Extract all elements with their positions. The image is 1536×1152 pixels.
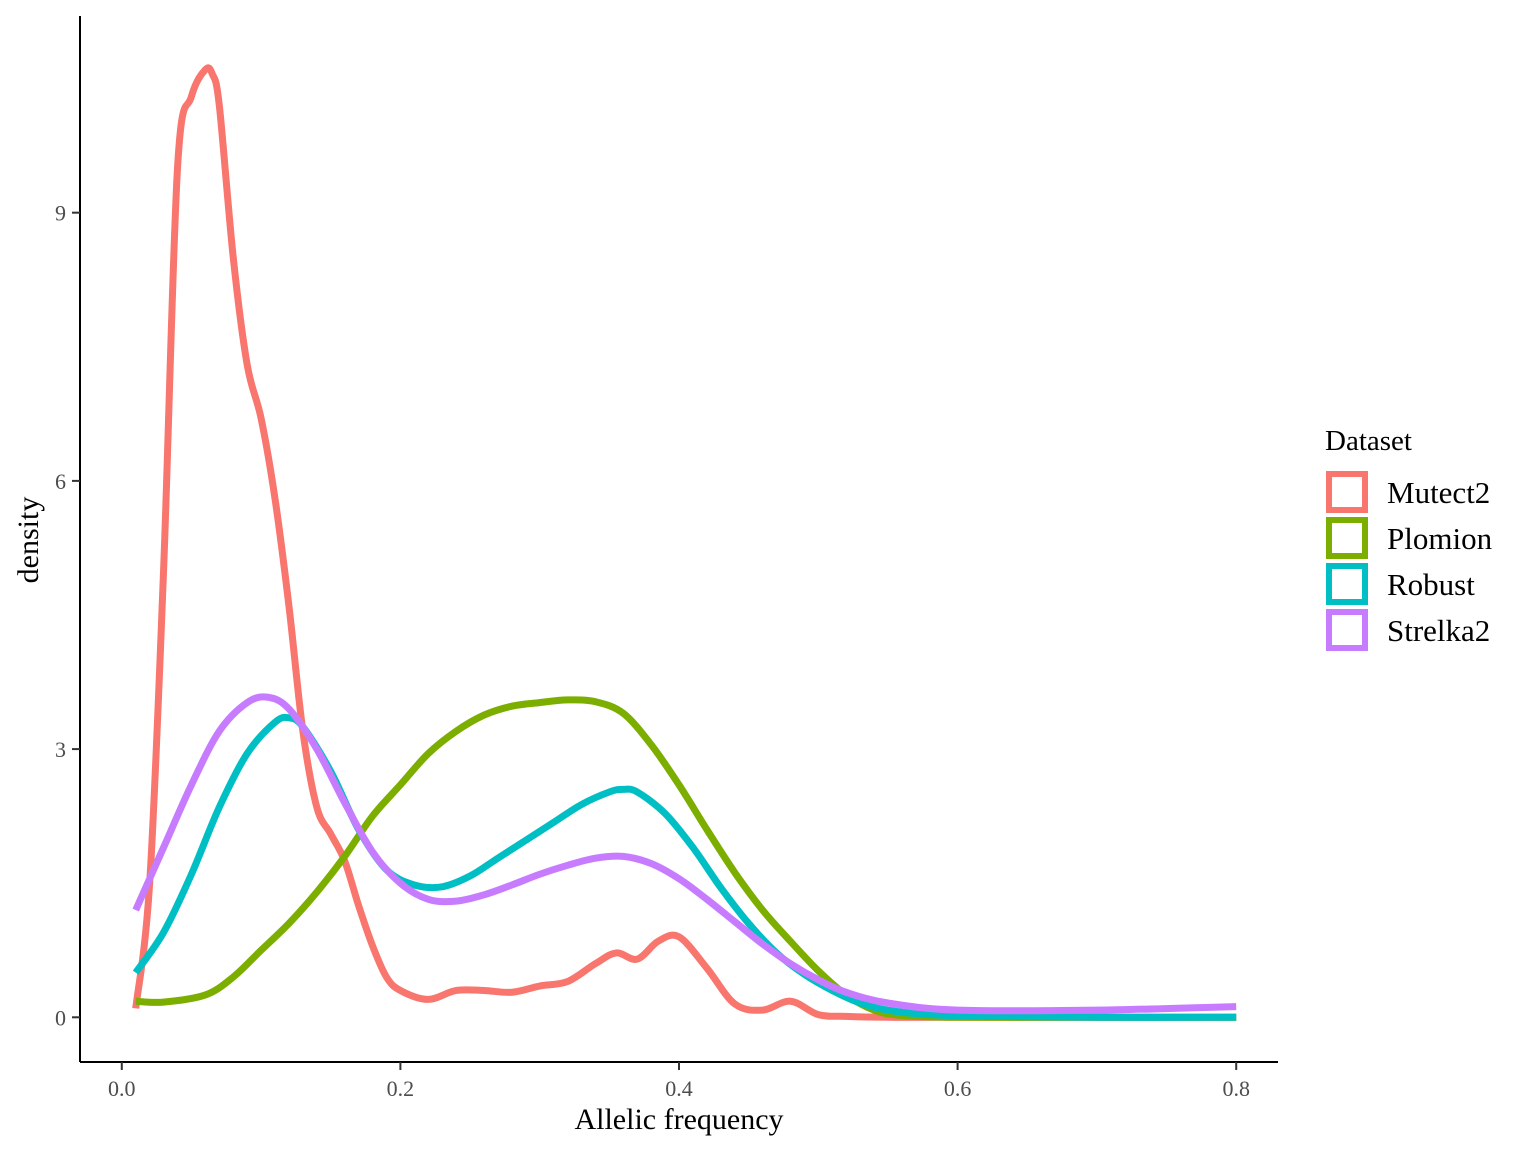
legend-key-strelka2 xyxy=(1326,609,1368,651)
series-line-strelka2 xyxy=(132,693,1237,1015)
legend-label-mutect2: Mutect2 xyxy=(1387,475,1490,510)
series-line-robust xyxy=(132,713,1237,1021)
series-line-plomion xyxy=(135,696,1237,1021)
y-tick-label: 9 xyxy=(55,201,66,226)
y-ticks: 0 3 6 9 xyxy=(55,201,80,1030)
legend-item-mutect2: Mutect2 xyxy=(1326,471,1490,513)
x-tick-label: 0.6 xyxy=(944,1076,972,1101)
x-tick-label: 0.8 xyxy=(1222,1076,1250,1101)
legend-label-strelka2: Strelka2 xyxy=(1387,613,1490,648)
legend-item-plomion: Plomion xyxy=(1326,517,1493,559)
legend-key-mutect2 xyxy=(1326,471,1368,513)
x-tick-label: 0.0 xyxy=(108,1076,136,1101)
y-tick-label: 6 xyxy=(55,469,66,494)
x-axis-title: Allelic frequency xyxy=(574,1103,783,1136)
legend-item-strelka2: Strelka2 xyxy=(1326,609,1490,651)
y-tick-label: 3 xyxy=(55,737,66,762)
legend-title: Dataset xyxy=(1325,425,1412,457)
legend-item-robust: Robust xyxy=(1326,563,1475,605)
legend-label-robust: Robust xyxy=(1387,567,1475,602)
y-tick-label: 0 xyxy=(55,1005,66,1030)
legend: Dataset Mutect2 Plomion Robust Strelka2 xyxy=(1325,425,1493,651)
x-ticks: 0.0 0.2 0.4 0.6 0.8 xyxy=(108,1062,1250,1101)
legend-label-plomion: Plomion xyxy=(1387,521,1493,556)
plot-area xyxy=(132,64,1237,1021)
x-tick-label: 0.2 xyxy=(387,1076,415,1101)
legend-items: Mutect2 Plomion Robust Strelka2 xyxy=(1326,471,1493,651)
legend-key-robust xyxy=(1326,563,1368,605)
y-axis-title: density xyxy=(12,497,45,584)
legend-key-plomion xyxy=(1326,517,1368,559)
axes: 0.0 0.2 0.4 0.6 0.8 0 3 6 9 xyxy=(55,16,1278,1101)
series-line-mutect2 xyxy=(132,64,1237,1021)
x-tick-label: 0.4 xyxy=(665,1076,693,1101)
series-layer xyxy=(132,64,1237,1021)
